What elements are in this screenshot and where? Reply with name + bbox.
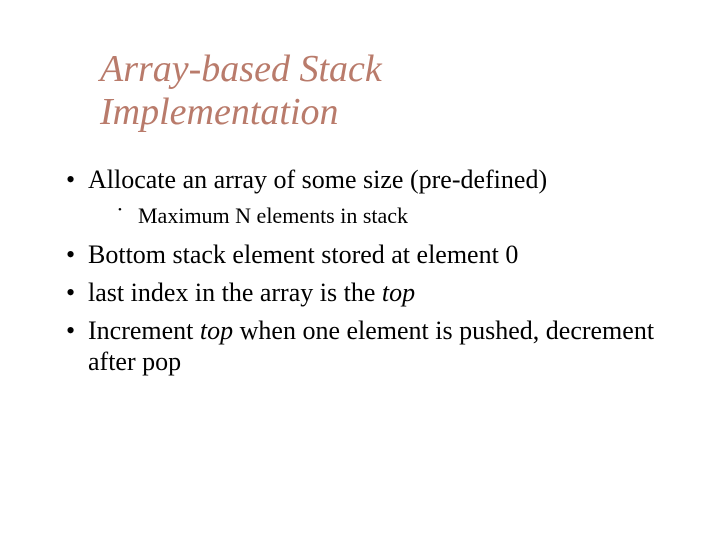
title-line-1: Array-based Stack [100, 48, 382, 91]
bullet-4: Increment top when one element is pushed… [60, 315, 680, 378]
bullet-2: Bottom stack element stored at element 0 [60, 239, 680, 271]
bullet-3-prefix: last index in the array is the [88, 278, 382, 307]
bullet-1: Allocate an array of some size (pre-defi… [60, 164, 680, 196]
slide: Array-based Stack Implementation Allocat… [0, 0, 720, 540]
bullet-1-sub-1-text: Maximum N elements in stack [138, 203, 408, 228]
slide-title: Array-based Stack Implementation [100, 48, 382, 133]
bullet-1-text: Allocate an array of some size (pre-defi… [88, 165, 547, 194]
slide-body: Allocate an array of some size (pre-defi… [60, 164, 680, 384]
bullet-4-italic: top [200, 316, 233, 345]
title-line-2: Implementation [100, 91, 382, 134]
bullet-3: last index in the array is the top [60, 277, 680, 309]
bullet-1-sub-1: Maximum N elements in stack [60, 202, 680, 230]
bullet-2-text: Bottom stack element stored at element 0 [88, 240, 518, 269]
bullet-4-prefix: Increment [88, 316, 200, 345]
bullet-3-italic: top [382, 278, 415, 307]
